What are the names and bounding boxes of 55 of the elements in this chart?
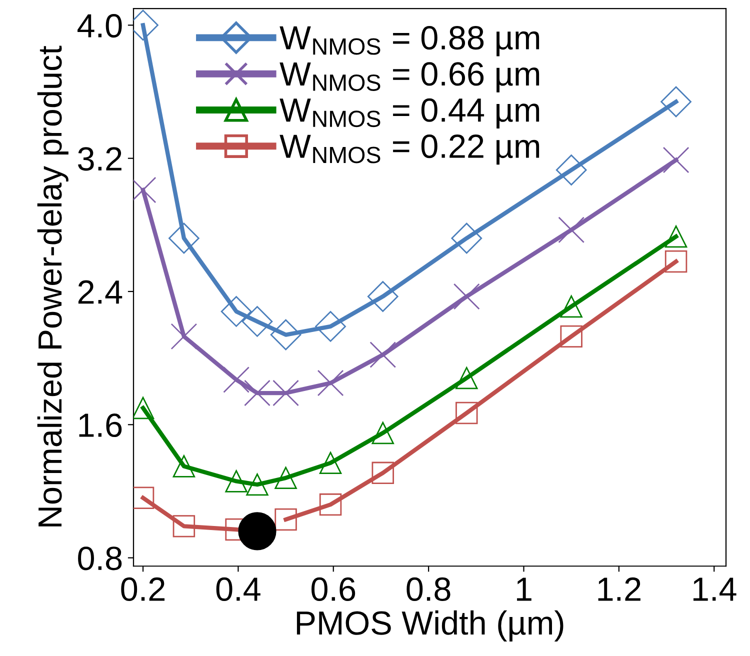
point [274,508,297,531]
point [220,296,252,327]
point [270,319,302,350]
y-tick-label: 4.0 [78,14,122,38]
y-tick-label: 2.4 [78,280,122,304]
x-axis-title: PMOS Width (µm) [296,610,564,642]
x-tick-label: 0.2 [121,577,165,602]
point [558,216,585,244]
point [225,470,248,492]
point [272,380,299,406]
point [172,515,196,538]
point [456,402,478,424]
point [319,452,342,474]
point [451,222,482,254]
point [560,295,582,318]
point [242,306,273,337]
point [223,366,250,393]
y-axis-title: Normalized Power-delay product [37,46,68,526]
point [372,422,394,444]
point [662,146,690,174]
point [319,493,342,516]
point [453,283,480,310]
point [664,225,688,248]
point [664,250,688,273]
point [168,222,200,254]
point [560,325,582,348]
x-tick-label: 0.4 [216,577,260,602]
point [134,486,154,509]
legend-label: W$_{NMOS}$ = 0.66 µm [280,62,540,92]
y-tick-label: 1.6 [79,413,122,438]
x-tick-label: 1.2 [598,577,640,601]
point [170,323,198,350]
point [317,370,344,396]
point [172,455,196,478]
point [246,473,268,496]
y-tick-label: 0.8 [78,546,122,570]
x-tick-label: 1 [517,578,532,601]
legend-label: W$_{NMOS}$ = 0.88 µm [280,26,540,56]
point [244,380,270,406]
point [134,396,154,420]
point [456,366,478,390]
legend-label: W$_{NMOS}$ = 0.44 µm [280,98,540,129]
point [367,281,398,312]
y-tick-label: 3.2 [78,147,122,171]
x-tick-label: 0.6 [312,577,356,602]
point [556,154,587,186]
legend-label: W$_{NMOS}$ = 0.22 µm [280,134,540,165]
x-tick-label: 0.8 [406,577,450,602]
point [370,342,396,368]
x-tick-label: 1.4 [693,578,736,601]
point [315,311,346,342]
point [372,462,394,484]
point [274,466,297,490]
point [660,86,692,118]
point [238,512,276,550]
